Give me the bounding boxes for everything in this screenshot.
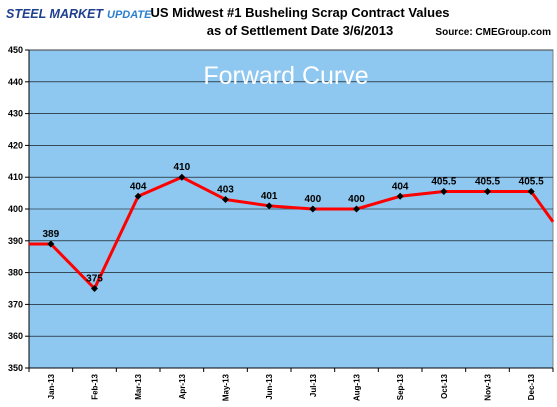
x-tick-label: Jan-13 [47,373,56,399]
data-point-marker [222,195,229,203]
data-point-marker [353,205,360,213]
logo-word-update: UPDATE [107,9,152,21]
y-tick-label: 440 [8,77,23,87]
data-label: 400 [348,194,365,205]
data-point-marker [309,205,317,213]
data-point-marker [527,188,535,196]
x-tick-label: Jul-13 [309,373,318,397]
series-line [29,175,555,290]
data-label: 401 [261,191,278,202]
x-tick-label: Aug-13 [353,373,362,401]
y-tick-label: 350 [8,363,23,373]
x-tick-label: Nov-13 [484,373,493,400]
data-point-marker [178,173,186,181]
y-tick-label: 410 [8,172,23,182]
data-point-marker [440,188,448,196]
y-axis: 350 360 370 380 390 400 410 420 430 440 450 [8,45,30,373]
source-label: Source: CMEGroup.com [435,27,551,38]
y-tick-label: 360 [8,331,23,341]
data-point-marker [265,202,273,210]
x-tick-label: Mar-13 [134,373,143,399]
y-tick-label: 420 [8,140,23,150]
x-tick-label: May-13 [222,373,231,401]
data-label: 403 [217,184,234,195]
data-label: 404 [130,181,147,192]
x-tick-label: Feb-13 [91,373,100,399]
chart-subtitle: as of Settlement Date 3/6/2013 [207,23,393,38]
data-point-marker [91,285,98,292]
forward-curve-annotation: Forward Curve [203,62,368,90]
x-axis: Jan-13 Feb-13 Mar-13 Apr-13 May-13 Jun-13 Jul-… [28,367,554,401]
data-label: 410 [173,162,190,173]
data-label: 405.5 [431,177,456,188]
data-label: 400 [304,194,321,205]
data-label: 404 [392,181,409,192]
x-tick-label: Apr-13 [178,373,187,399]
steel-market-update-logo: STEEL MARKET UPDATE [6,7,152,21]
y-tick-label: 430 [8,109,23,119]
y-tick-label: 380 [8,268,23,278]
data-point-marker [484,188,491,196]
data-labels: 389 375 404 410 403 401 400 400 404 405.5 405.5 405… [42,162,544,284]
y-tick-label: 400 [8,204,23,214]
y-tick-label: 450 [8,45,23,55]
data-label: 405.5 [475,177,500,188]
chart-title: US Midwest #1 Busheling Scrap Contract V… [150,5,449,20]
y-tick-label: 390 [8,236,23,246]
x-tick-label: Oct-13 [440,373,449,398]
x-tick-label: Jun-13 [265,373,274,399]
data-label: 405.5 [519,177,544,188]
logo-word-steel-market: STEEL MARKET [6,7,104,21]
data-point-marker [396,192,404,200]
x-tick-label: Sep-13 [396,373,405,400]
series-line-group [29,175,555,290]
x-tick-label: Dec-13 [527,373,536,400]
y-tick-label: 370 [8,299,23,309]
data-label: 375 [86,274,103,285]
data-point-marker [47,240,55,248]
data-markers [47,173,535,292]
data-label: 389 [42,229,59,240]
data-point-marker [134,192,142,200]
